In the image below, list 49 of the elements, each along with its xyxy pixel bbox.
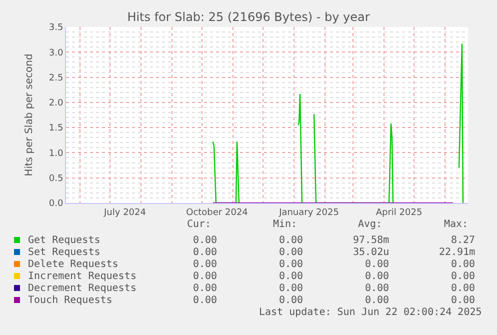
legend-label: Increment Requests (28, 271, 136, 282)
legend-label: Delete Requests (28, 259, 118, 270)
y-tick-label: 3.5 (48, 23, 64, 34)
text: 0.00 (279, 247, 304, 258)
legend-label: Set Requests (28, 247, 100, 258)
y-tick-label: 1.5 (48, 124, 64, 134)
x-tick-label: April 2025 (376, 208, 422, 218)
text: 0.00 (365, 295, 390, 306)
text: Max: (444, 219, 468, 230)
x-tick-label: October 2024 (186, 208, 248, 218)
text: 0.00 (279, 295, 304, 306)
text: 0.00 (193, 271, 218, 282)
text: 0.00 (193, 283, 218, 294)
y-axis-title: Hits per Slab per second (24, 54, 35, 176)
x-tick-label: July 2024 (103, 208, 146, 218)
text: 0.00 (451, 271, 476, 282)
text: 0.00 (193, 295, 218, 306)
text: 0.00 (451, 259, 476, 270)
x-tick-label: January 2025 (278, 208, 339, 218)
text: 0.00 (451, 295, 476, 306)
text: 97.58m (353, 235, 390, 246)
y-tick-label: 2.5 (48, 73, 64, 84)
text: 0.00 (365, 283, 390, 294)
legend-label: Touch Requests (28, 295, 112, 306)
text: Cur: (187, 219, 212, 230)
text: Avg: (358, 219, 382, 230)
text: 0.00 (279, 259, 304, 270)
text: 0.00 (193, 235, 218, 246)
text: 0.00 (279, 235, 304, 246)
y-tick-label: 0.5 (48, 174, 64, 184)
text: 8.27 (451, 235, 476, 246)
text: 0.00 (193, 247, 218, 258)
text: 0.00 (279, 271, 304, 282)
text: 0.00 (193, 259, 218, 270)
y-tick-label: 3.0 (48, 48, 64, 58)
text: Min: (273, 219, 298, 230)
y-tick-label: 0.0 (48, 199, 64, 210)
text: 0.00 (451, 283, 476, 294)
text: 0.00 (279, 283, 304, 294)
chart-title: Hits for Slab: 25 (21696 Bytes) - by year (127, 10, 370, 24)
legend-label: Decrement Requests (28, 283, 136, 294)
legend-label: Get Requests (28, 235, 100, 246)
text: 0.00 (365, 271, 390, 282)
text: 35.02u (353, 247, 390, 258)
text: 0.00 (365, 259, 390, 270)
text: 22.91m (439, 247, 476, 258)
y-tick-label: 2.0 (48, 98, 64, 109)
text: Last update: Sun Jun 22 02:00:24 2025 (259, 307, 482, 318)
y-tick-label: 1.0 (48, 148, 64, 159)
